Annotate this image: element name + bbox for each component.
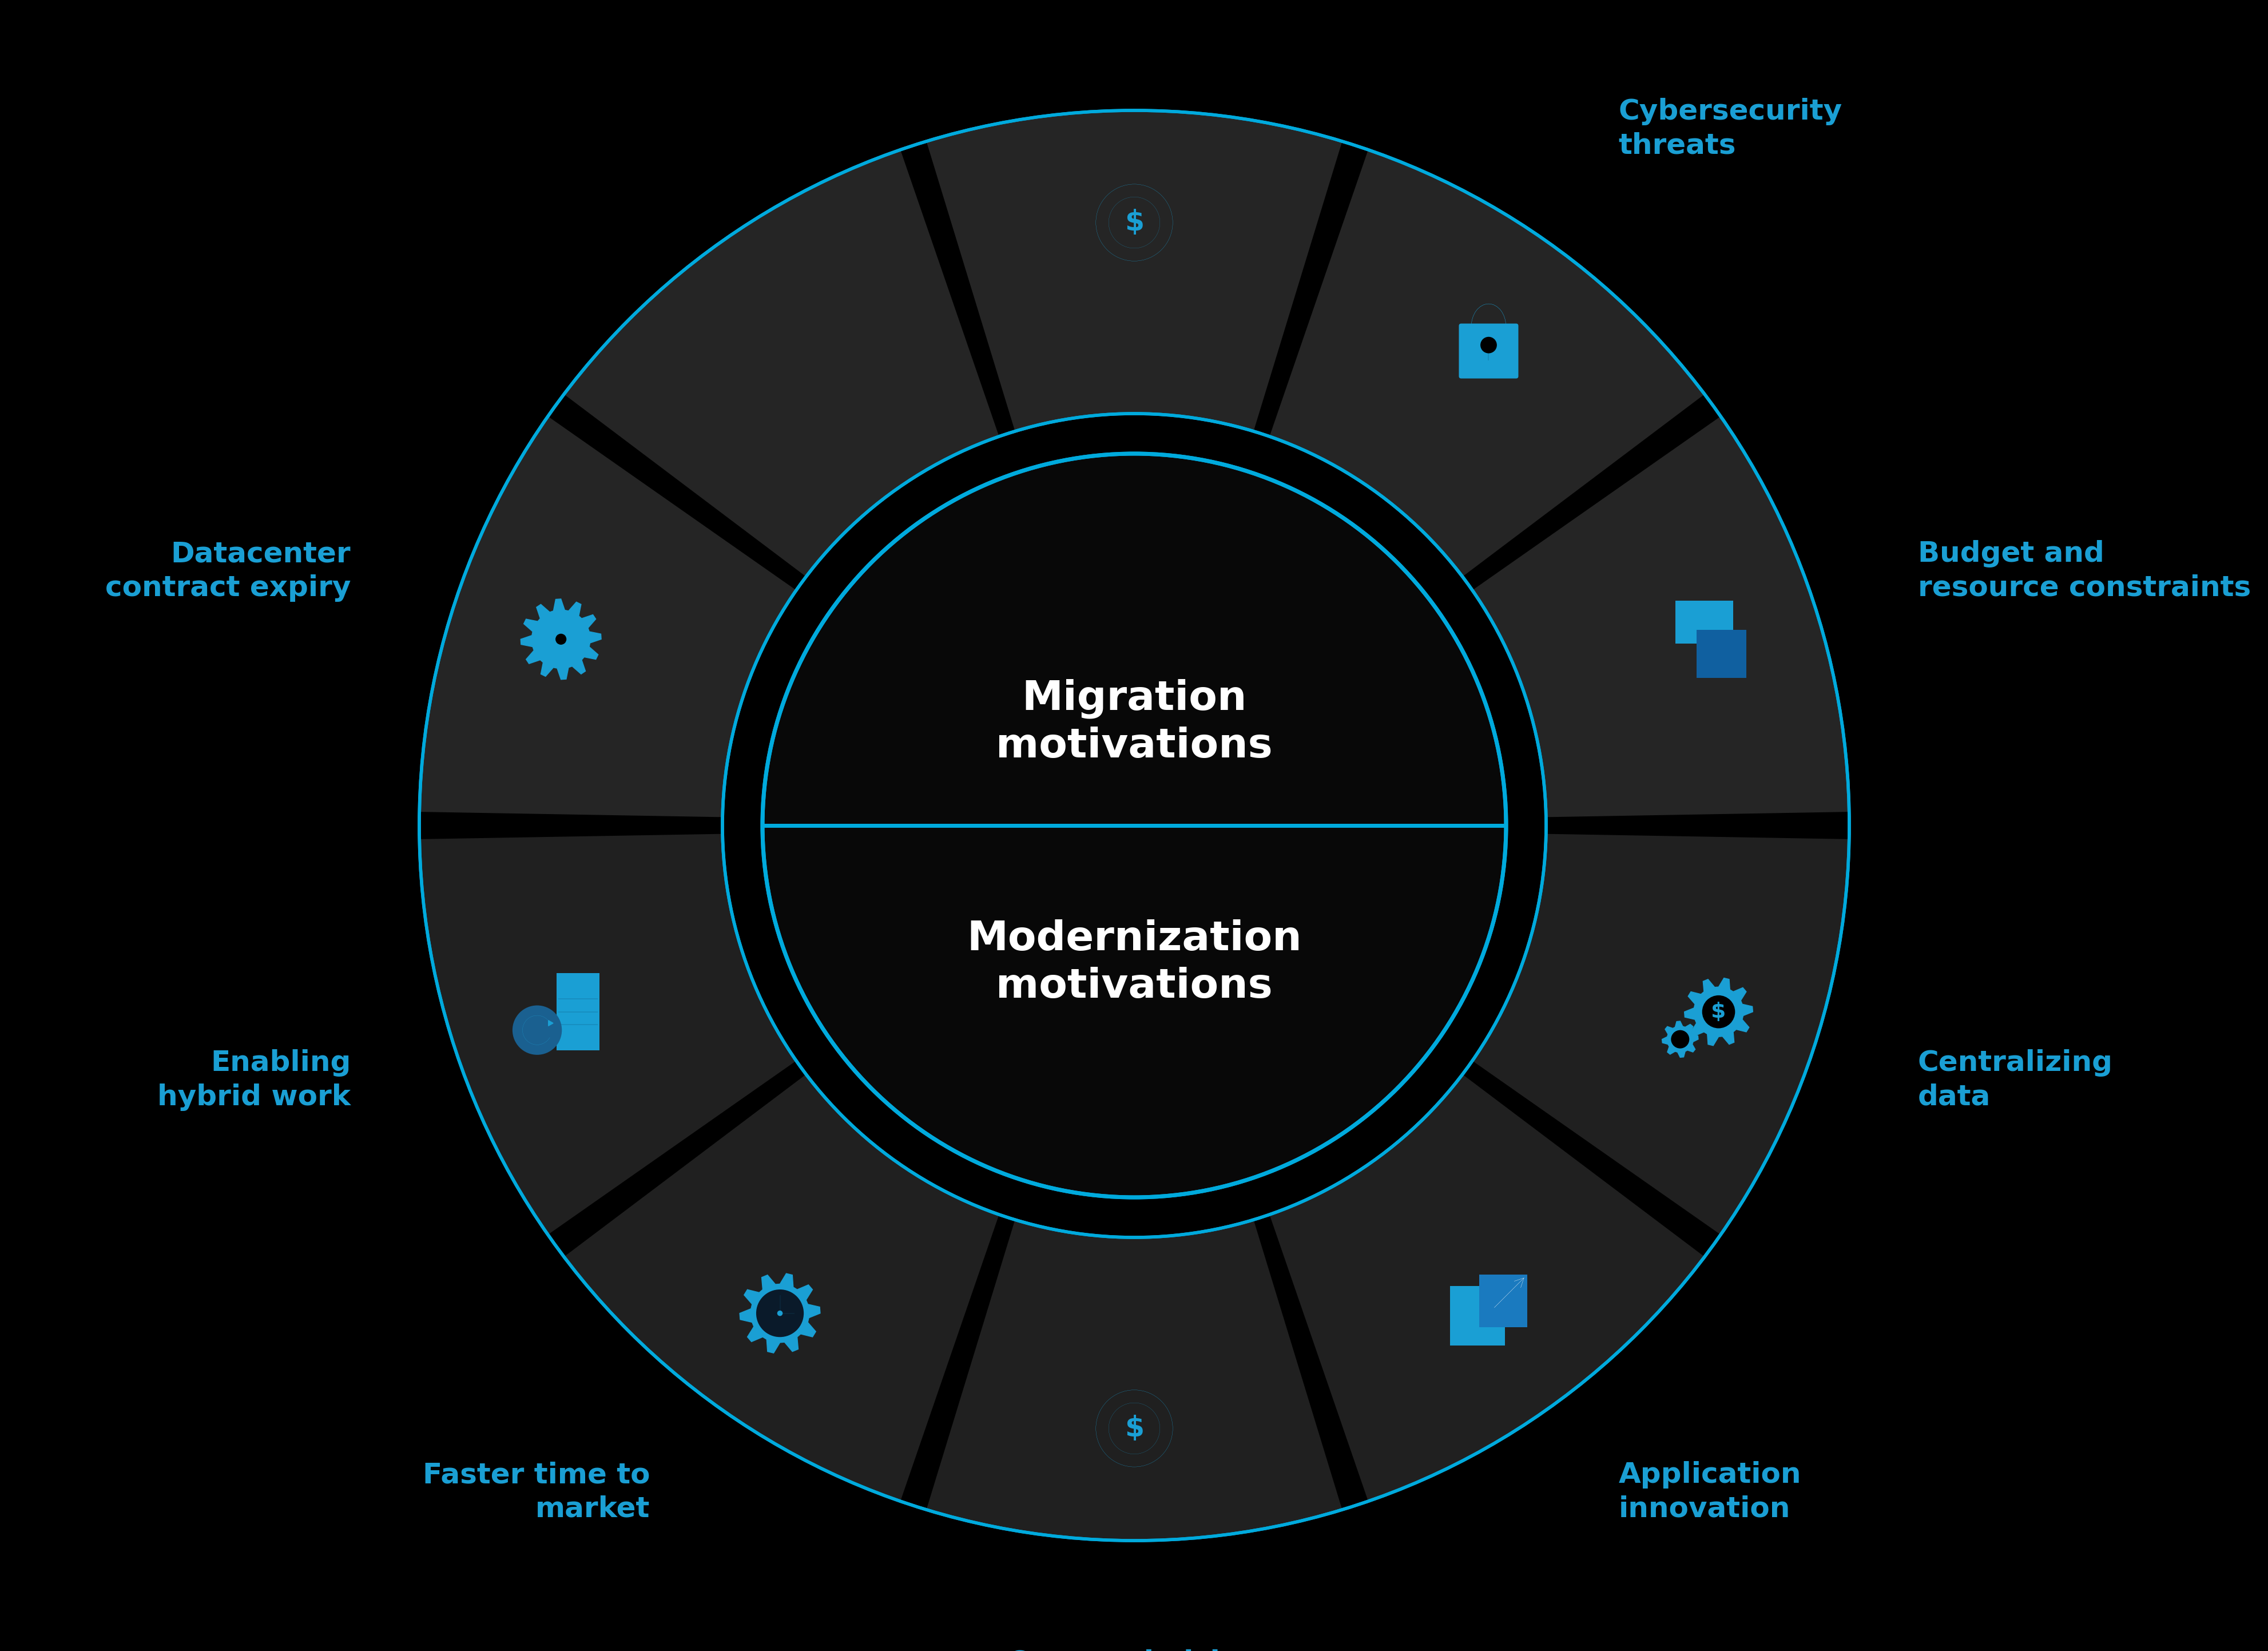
Text: Cybersecurity
threats: Cybersecurity threats [1617, 97, 1842, 158]
FancyBboxPatch shape [1458, 324, 1517, 378]
Polygon shape [1662, 1022, 1699, 1057]
Text: $: $ [1710, 1002, 1726, 1022]
Text: Budget and
resource constraints: Budget and resource constraints [1916, 540, 2250, 601]
Wedge shape [1472, 416, 1848, 819]
Circle shape [1481, 337, 1497, 353]
Polygon shape [1696, 631, 1746, 677]
Wedge shape [420, 416, 796, 819]
Wedge shape [925, 111, 1343, 431]
Wedge shape [562, 1073, 1000, 1502]
Text: $: $ [1125, 1415, 1143, 1441]
Polygon shape [522, 599, 601, 680]
Text: Application
innovation: Application innovation [1617, 1461, 1801, 1522]
Text: Datacenter
contract expiry: Datacenter contract expiry [104, 540, 352, 601]
Circle shape [778, 1311, 782, 1316]
Circle shape [755, 1289, 803, 1337]
Text: Enabling
hybrid work: Enabling hybrid work [156, 1050, 352, 1111]
Wedge shape [1268, 149, 1706, 578]
Circle shape [1672, 1030, 1690, 1048]
Polygon shape [556, 974, 599, 1050]
Polygon shape [1479, 1275, 1526, 1327]
Text: $: $ [1125, 210, 1143, 236]
Polygon shape [1683, 977, 1753, 1045]
Circle shape [1701, 996, 1735, 1029]
Wedge shape [562, 149, 1000, 578]
Polygon shape [739, 1273, 821, 1354]
Polygon shape [1676, 601, 1733, 644]
Text: Cost-optimizing
applications: Cost-optimizing applications [1007, 1649, 1261, 1651]
Circle shape [556, 634, 567, 644]
Wedge shape [1268, 1073, 1706, 1502]
Text: Migration
motivations: Migration motivations [996, 679, 1272, 766]
Circle shape [513, 1005, 562, 1055]
Wedge shape [925, 1220, 1343, 1540]
Text: Modernization
motivations: Modernization motivations [966, 920, 1302, 1005]
Polygon shape [1449, 1286, 1504, 1346]
Circle shape [762, 454, 1506, 1197]
Wedge shape [1472, 832, 1848, 1235]
Text: Centralizing
data: Centralizing data [1916, 1050, 2112, 1111]
Wedge shape [420, 832, 796, 1235]
Text: Faster time to
market: Faster time to market [422, 1461, 651, 1522]
